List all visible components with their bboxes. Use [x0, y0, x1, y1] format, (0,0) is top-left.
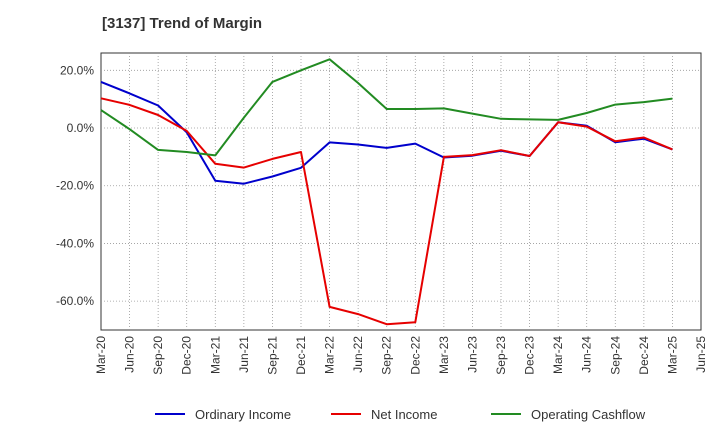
y-tick-label: -60.0%	[56, 294, 94, 308]
y-tick-label: -20.0%	[56, 179, 94, 193]
y-tick-label: 20.0%	[60, 63, 94, 77]
x-tick-label: Dec-22	[408, 336, 422, 375]
x-tick-label: Dec-20	[180, 336, 194, 375]
operating-cashflow-legend-label: Operating Cashflow	[531, 407, 646, 422]
x-tick-label: Dec-23	[523, 336, 537, 375]
x-tick-label: Sep-22	[380, 336, 394, 375]
x-tick-label: Mar-23	[437, 336, 451, 374]
legend: Ordinary Income Net Income Operating Cashf…	[155, 407, 646, 422]
y-axis-ticks: 20.0% 0.0% -20.0% -40.0% -60.0%	[56, 63, 94, 308]
y-tick-label: 0.0%	[67, 121, 95, 135]
x-tick-label: Mar-21	[208, 336, 222, 374]
net-income-legend-label: Net Income	[371, 407, 437, 422]
plot-area	[100, 52, 702, 331]
x-tick-label: Dec-24	[637, 336, 651, 375]
x-tick-label: Mar-25	[665, 336, 679, 374]
x-tick-label: Jun-22	[351, 336, 365, 373]
ordinary-income-legend-label: Ordinary Income	[195, 407, 291, 422]
x-tick-label: Sep-20	[151, 336, 165, 375]
chart-title: [3137] Trend of Margin	[102, 15, 263, 32]
x-tick-label: Jun-24	[580, 336, 594, 373]
x-tick-label: Sep-23	[494, 336, 508, 375]
x-tick-label: Jun-25	[694, 336, 708, 373]
x-tick-label: Jun-21	[237, 336, 251, 373]
x-tick-label: Sep-24	[608, 336, 622, 375]
x-axis-ticks: Mar-20 Jun-20 Sep-20 Dec-20 Mar-21 Jun-21 Sep-…	[94, 336, 708, 375]
x-tick-label: Sep-21	[265, 336, 279, 375]
x-tick-label: Jun-23	[465, 336, 479, 373]
x-tick-label: Dec-21	[294, 336, 308, 375]
x-tick-label: Jun-20	[123, 336, 137, 373]
x-tick-label: Mar-22	[323, 336, 337, 374]
series-lines	[100, 58, 673, 326]
grid-lines	[101, 53, 701, 330]
x-tick-label: Mar-24	[551, 336, 565, 374]
x-tick-label: Mar-20	[94, 336, 108, 374]
net-income-line	[100, 97, 673, 326]
operating-cashflow-line	[100, 58, 673, 157]
y-tick-label: -40.0%	[56, 236, 94, 250]
